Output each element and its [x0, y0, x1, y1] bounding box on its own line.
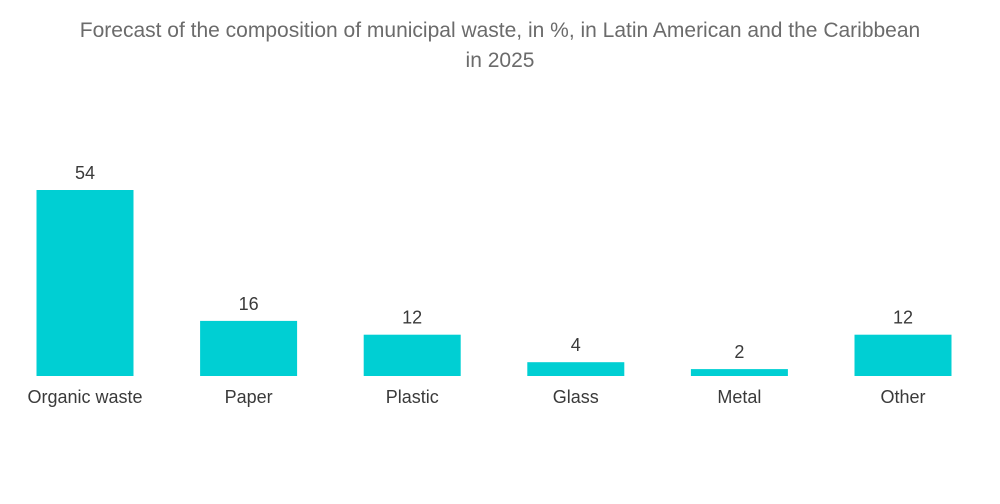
chart-title: Forecast of the composition of municipal…: [0, 16, 1000, 76]
value-labels-layer: 54 16 12 4 2 12: [75, 163, 913, 362]
tick-labels-layer: Organic waste Paper Plastic Glass Metal Other: [27, 387, 925, 407]
x-tick-label-paper: Paper: [225, 387, 273, 407]
bar-metal: [690, 369, 788, 376]
value-label-organic-waste: 54: [75, 163, 95, 183]
value-label-glass: 4: [571, 335, 581, 355]
bar-paper: [200, 320, 298, 376]
x-tick-label-glass: Glass: [553, 387, 599, 407]
x-tick-label-metal: Metal: [717, 387, 761, 407]
bar-other: [854, 334, 952, 376]
bar-plastic: [363, 334, 461, 376]
bar-glass: [527, 362, 625, 376]
bars-layer: [36, 190, 952, 376]
x-tick-label-other: Other: [880, 387, 925, 407]
value-label-paper: 16: [239, 294, 259, 314]
value-label-plastic: 12: [402, 308, 422, 328]
x-tick-label-plastic: Plastic: [386, 387, 439, 407]
bar-organic-waste: [36, 190, 134, 376]
chart-title-line-1: Forecast of the composition of municipal…: [79, 19, 921, 42]
value-label-other: 12: [893, 308, 913, 328]
chart-title-line-2: in 2025: [465, 49, 535, 72]
value-label-metal: 2: [734, 342, 744, 362]
x-tick-label-organic-waste: Organic waste: [27, 387, 142, 407]
